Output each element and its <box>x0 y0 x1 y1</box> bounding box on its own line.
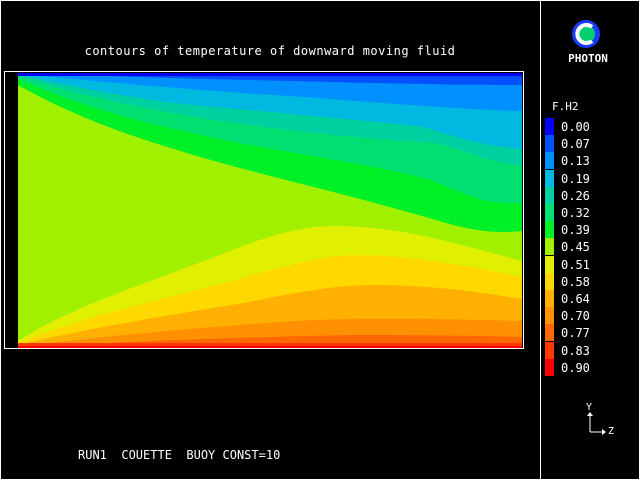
legend-swatch <box>545 341 554 359</box>
legend-variable: F.H2 <box>552 100 579 113</box>
legend-value: 0.90 <box>561 360 590 375</box>
run-info: RUN1 COUETTE BUOY CONST=10 <box>78 448 281 462</box>
legend-swatch <box>545 238 554 256</box>
contour-band <box>18 346 522 348</box>
axis-indicator: Y Z <box>580 400 620 440</box>
legend-entry: 0.07 <box>545 135 625 153</box>
legend-value: 0.39 <box>561 223 590 238</box>
contour-plot <box>4 71 524 349</box>
legend-swatch <box>545 290 554 307</box>
legend-swatch <box>545 152 554 170</box>
legend-swatch <box>545 186 554 204</box>
contour-band <box>18 343 522 348</box>
legend-swatch <box>545 358 554 376</box>
legend-entry: 0.83 <box>545 341 625 359</box>
legend-entry: 0.77 <box>545 324 625 342</box>
legend-swatch <box>545 272 554 290</box>
legend-swatch <box>545 324 554 342</box>
contour-plot-edge <box>5 73 18 348</box>
legend-entry: 0.45 <box>545 238 625 256</box>
legend-value: 0.07 <box>561 137 590 152</box>
plot-title: contours of temperature of downward movi… <box>84 44 456 58</box>
legend-value: 0.26 <box>561 188 590 203</box>
legend-entry: 0.58 <box>545 272 625 290</box>
legend-value: 0.45 <box>561 240 590 255</box>
legend-swatch <box>545 221 554 239</box>
legend-entry: 0.13 <box>545 152 625 170</box>
legend-swatch <box>545 255 554 273</box>
legend-entry: 0.26 <box>545 186 625 204</box>
legend-entry: 0.51 <box>545 255 625 273</box>
legend-swatch <box>545 169 554 187</box>
legend-value: 0.83 <box>561 343 590 358</box>
legend-swatch <box>545 307 554 325</box>
legend-value: 0.00 <box>561 120 590 134</box>
legend-swatch <box>545 118 554 135</box>
legend-entry: 0.70 <box>545 307 625 325</box>
legend-entry: 0.32 <box>545 204 625 221</box>
photon-logo-icon <box>570 18 602 50</box>
panel-divider <box>540 0 541 480</box>
legend-value: 0.32 <box>561 206 590 220</box>
legend-entry: 0.39 <box>545 221 625 239</box>
contour-band <box>18 73 522 76</box>
axis-y-label: Y <box>586 402 593 413</box>
legend-value: 0.58 <box>561 274 590 289</box>
contour-plot-svg <box>4 71 524 349</box>
legend-entry: 0.90 <box>545 358 625 376</box>
legend-entry: 0.19 <box>545 169 625 187</box>
legend-value: 0.77 <box>561 326 590 341</box>
legend-value: 0.51 <box>561 257 590 272</box>
legend-swatch <box>545 204 554 221</box>
legend-entry: 0.64 <box>545 290 625 307</box>
brand-label: PHOTON <box>568 52 608 65</box>
legend-value: 0.19 <box>561 171 590 186</box>
legend-value: 0.70 <box>561 309 590 324</box>
legend-swatch <box>545 135 554 153</box>
legend-value: 0.13 <box>561 154 590 169</box>
legend-value: 0.64 <box>561 292 590 306</box>
axis-z-label: Z <box>608 426 615 437</box>
legend-entry: 0.00 <box>545 118 625 135</box>
